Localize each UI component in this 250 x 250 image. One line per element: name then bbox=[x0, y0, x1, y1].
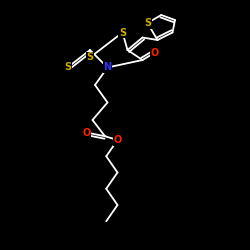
Text: N: N bbox=[104, 62, 112, 72]
Text: S: S bbox=[144, 18, 151, 28]
Text: S: S bbox=[86, 52, 94, 62]
Text: O: O bbox=[82, 128, 90, 138]
Text: O: O bbox=[151, 48, 159, 58]
Text: O: O bbox=[114, 135, 122, 145]
Text: S: S bbox=[64, 62, 71, 72]
Text: S: S bbox=[119, 28, 126, 38]
